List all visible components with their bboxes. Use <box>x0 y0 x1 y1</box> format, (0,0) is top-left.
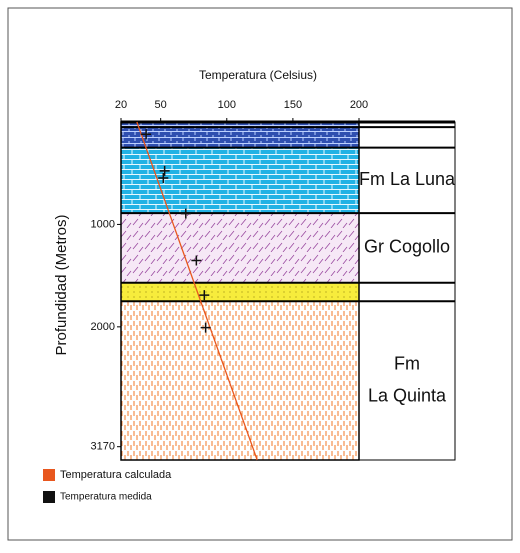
formation-label: Fm La Luna <box>359 169 456 189</box>
layer <box>121 283 359 301</box>
legend-swatch <box>43 491 55 503</box>
layer <box>121 148 359 214</box>
formation-label: La Quinta <box>368 385 447 405</box>
chart: Temperatura (Celsius) Profundidad (Metro… <box>0 0 520 548</box>
y-tick-label: 3170 <box>91 441 115 453</box>
y-tick-label: 2000 <box>91 321 115 333</box>
y-axis-label: Profundidad (Metros) <box>53 215 70 356</box>
chart-title: Temperatura (Celsius) <box>199 68 317 82</box>
formation-label: Gr Cogollo <box>364 237 450 257</box>
x-tick-label: 150 <box>284 99 302 111</box>
layer <box>121 127 359 147</box>
x-tick-label: 100 <box>218 99 236 111</box>
legend-swatch <box>43 469 55 481</box>
layer <box>121 301 359 460</box>
layer <box>121 213 359 283</box>
legend-label: Temperatura calculada <box>60 469 172 481</box>
y-tick-label: 1000 <box>91 218 115 230</box>
formation-label: Fm <box>394 353 420 373</box>
x-tick-label: 50 <box>155 99 167 111</box>
x-tick-label: 200 <box>350 99 368 111</box>
legend-label: Temperatura medida <box>60 492 152 503</box>
x-tick-label: 20 <box>115 99 127 111</box>
